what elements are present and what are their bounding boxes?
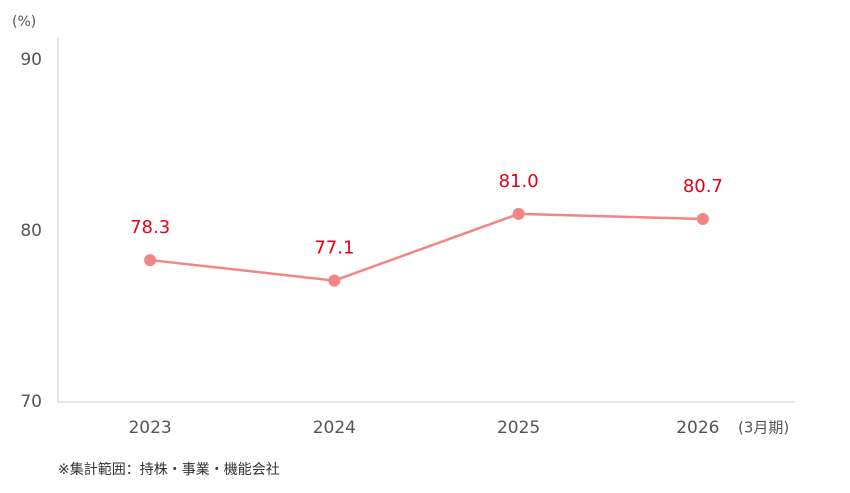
value-label: 80.7 bbox=[683, 176, 723, 197]
y-tick-label: 80 bbox=[20, 221, 42, 241]
y-unit: (%) bbox=[12, 14, 36, 30]
x-tick-label: 2026 bbox=[676, 418, 719, 438]
point bbox=[144, 254, 157, 267]
x-tick-label: 2023 bbox=[128, 418, 171, 438]
line bbox=[149, 212, 703, 282]
x-tick-label: 2025 bbox=[497, 418, 540, 438]
footnote: ※集計範囲：持株・事業・機能会社 bbox=[58, 461, 280, 478]
value-label: 81.0 bbox=[499, 171, 539, 192]
x-tick-label: 2024 bbox=[313, 418, 356, 438]
point bbox=[512, 207, 525, 220]
point bbox=[328, 274, 341, 287]
y-tick-label: 90 bbox=[20, 50, 42, 70]
y-tick-label: 70 bbox=[20, 392, 42, 412]
value-label: 78.3 bbox=[130, 217, 170, 238]
value-label: 77.1 bbox=[314, 238, 354, 259]
x-unit: (3月期) bbox=[738, 419, 789, 437]
point bbox=[696, 213, 709, 226]
